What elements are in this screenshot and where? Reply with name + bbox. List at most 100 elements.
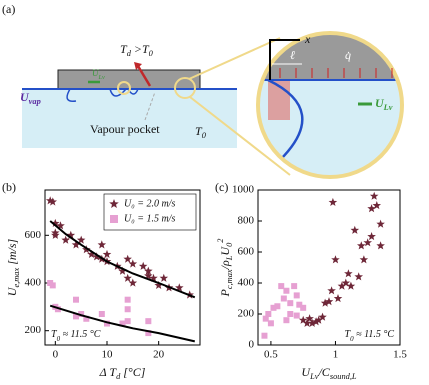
y-axis-label: Pc,max/ρLU02 — [216, 239, 234, 298]
star-point — [333, 294, 343, 303]
text-part: T — [120, 42, 128, 56]
text-part: /ρ — [218, 260, 232, 270]
square-point — [73, 296, 79, 303]
text-part: q̇ — [345, 48, 351, 62]
text-part: sound,L — [330, 372, 357, 381]
legend — [103, 193, 197, 231]
star-point — [144, 271, 153, 280]
star-point — [372, 201, 381, 210]
star-point — [369, 191, 379, 200]
star-point — [56, 221, 65, 230]
square-point — [293, 312, 300, 319]
star-point — [159, 273, 169, 282]
y-tick-label: 600 — [25, 229, 42, 241]
y-tick-label: 400 — [238, 277, 255, 289]
y-tick-label: 800 — [238, 215, 255, 227]
square-point — [49, 282, 56, 289]
star-point — [359, 255, 369, 264]
square-point — [73, 313, 79, 320]
square-point — [293, 292, 300, 299]
square-point — [287, 300, 294, 307]
text-part: d — [116, 372, 121, 381]
square-point — [104, 320, 110, 327]
star-point — [367, 204, 376, 213]
star-point — [354, 272, 363, 281]
plot-frame — [44, 189, 201, 346]
square-point — [280, 295, 287, 302]
star-point — [87, 249, 96, 258]
y-tick-label: 1000 — [232, 184, 255, 196]
text-part: 0 — [57, 335, 61, 343]
x-tick-label: 0.5 — [264, 349, 278, 361]
square-point — [83, 315, 90, 322]
zoom-line — [188, 37, 281, 80]
star-point — [367, 232, 376, 241]
panel-label: (a) — [2, 2, 15, 16]
arrowhead — [134, 62, 142, 70]
y-tick-label: 400 — [25, 277, 42, 289]
text-part: [m/s] — [5, 238, 19, 267]
x-tick-label: 20 — [153, 349, 165, 361]
text-part: vap — [29, 97, 41, 106]
zoom-mark — [117, 81, 131, 95]
liquid — [22, 90, 237, 148]
star-point — [61, 235, 70, 244]
x-tick-label: 10 — [102, 349, 114, 361]
legend-marker — [109, 199, 119, 208]
text-part: c,max — [225, 269, 234, 289]
text-part: T — [345, 329, 352, 340]
star-point — [350, 225, 360, 234]
square-point — [124, 296, 131, 303]
star-point — [324, 297, 334, 306]
square-point — [124, 318, 131, 325]
plot-frame — [257, 189, 401, 346]
text-part: L — [225, 255, 234, 261]
text-part: U — [375, 96, 385, 110]
text-part: /C — [317, 365, 330, 379]
diagram: (a) Td >T0 ULv Uvap Vapour pocket T0 x ℓ… — [2, 2, 404, 179]
star-point — [175, 283, 184, 292]
legend-label: U₀ = 2.0 m/s — [124, 198, 175, 209]
star-point — [341, 278, 351, 287]
star-point — [144, 266, 153, 275]
text-part: T — [195, 124, 203, 138]
star-point — [298, 315, 308, 324]
star-point — [102, 249, 112, 258]
text-part: ≈ 11.5 °C — [354, 329, 395, 340]
square-point — [283, 317, 290, 324]
label: ℓ — [290, 48, 295, 62]
text-part: U — [218, 246, 232, 256]
text-part: Vapour pocket — [90, 122, 160, 136]
axes — [269, 39, 300, 80]
text-part: ℓ — [290, 48, 295, 62]
star-point — [302, 318, 312, 327]
annotation: T0 ≈ 11.5 °C — [51, 329, 101, 342]
y-axis-label: Ue,max [m/s] — [5, 238, 22, 296]
label: ULv — [375, 96, 393, 113]
text-part: x — [304, 32, 311, 46]
star-point — [51, 228, 60, 237]
text-part: 0 — [149, 49, 154, 58]
label: ULv — [92, 68, 105, 81]
star-point — [45, 196, 55, 205]
square-point — [283, 287, 290, 294]
square-point — [278, 283, 285, 290]
square-point — [78, 311, 85, 317]
annotation: T0 ≈ 11.5 °C — [345, 329, 395, 342]
square-point — [261, 332, 268, 339]
text-part: U — [20, 90, 30, 104]
x-axis-label: ULv/Csound,L — [301, 365, 356, 382]
star-point — [123, 254, 132, 263]
text-part: [°C] — [120, 365, 145, 379]
star-point — [318, 312, 327, 321]
y-tick-label: 600 — [238, 246, 255, 258]
fit-curve — [49, 220, 196, 299]
star-point — [363, 238, 372, 247]
zoom-mark — [174, 77, 196, 99]
star-point — [376, 241, 385, 250]
square-point — [119, 320, 126, 327]
text-part: Δ T — [99, 365, 118, 379]
legend-marker — [110, 215, 118, 223]
x-tick-label: 1 — [333, 349, 339, 361]
